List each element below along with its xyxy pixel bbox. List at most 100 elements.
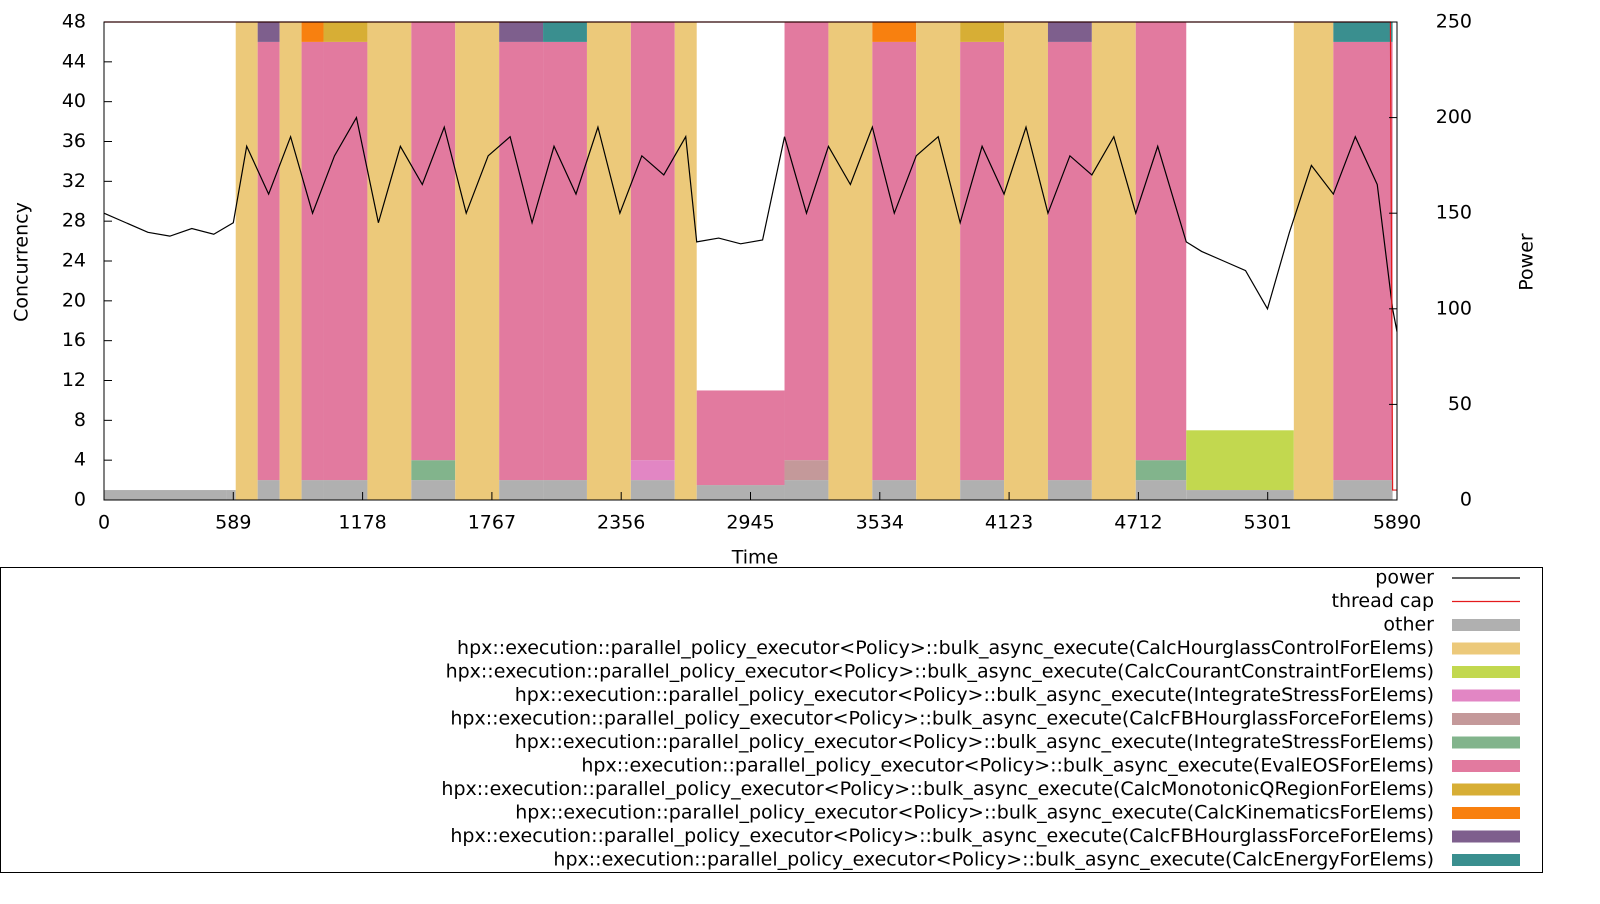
area-segment xyxy=(257,480,280,500)
area-segment xyxy=(1333,480,1393,500)
y-tick-label: 8 xyxy=(74,409,86,431)
area-segment xyxy=(872,22,917,42)
legend-label: power xyxy=(1375,567,1434,589)
legend-label: hpx::execution::parallel_policy_executor… xyxy=(450,708,1434,730)
area-segment xyxy=(1047,22,1092,42)
legend-label: hpx::execution::parallel_policy_executor… xyxy=(450,825,1434,847)
area-segment xyxy=(1293,22,1334,500)
area-segment xyxy=(301,41,324,481)
x-tick-label: 3534 xyxy=(856,512,904,534)
legend-swatch xyxy=(1452,807,1520,819)
area-segment xyxy=(367,22,412,500)
area-segment xyxy=(1004,22,1048,500)
y2-tick-label: 100 xyxy=(1436,297,1472,319)
x-tick-label: 1178 xyxy=(338,512,386,534)
legend-swatch xyxy=(1452,854,1520,866)
y2-tick-label: 200 xyxy=(1436,106,1472,128)
area-segment xyxy=(784,480,829,500)
y-axis-label: Concurrency xyxy=(11,202,33,322)
area-segment xyxy=(784,22,829,461)
area-segment xyxy=(235,22,258,500)
area-segment xyxy=(1135,460,1187,481)
area-segment xyxy=(411,22,456,461)
area-segment xyxy=(872,480,917,500)
legend-swatch xyxy=(1452,830,1520,843)
x-tick-label: 4123 xyxy=(985,512,1033,534)
y-tick-label: 36 xyxy=(62,130,86,152)
area-segment xyxy=(696,485,785,500)
area-segment xyxy=(1091,22,1136,500)
area-segment xyxy=(499,41,544,481)
x-tick-label: 5301 xyxy=(1244,512,1292,534)
area-segment xyxy=(543,480,587,500)
legend-label: hpx::execution::parallel_policy_executor… xyxy=(581,755,1434,777)
y-tick-label: 28 xyxy=(62,210,86,232)
y-tick-label: 24 xyxy=(62,250,86,272)
area-segment xyxy=(630,22,675,461)
y2-tick-label: 0 xyxy=(1460,489,1472,511)
legend-label: hpx::execution::parallel_policy_executor… xyxy=(515,684,1434,706)
x-tick-label: 0 xyxy=(98,512,110,534)
legend-label: hpx::execution::parallel_policy_executor… xyxy=(446,661,1434,683)
area-segment xyxy=(960,41,1005,481)
legend-swatch xyxy=(1452,619,1520,631)
x-tick-label: 2356 xyxy=(597,512,645,534)
x-tick-label: 1767 xyxy=(468,512,516,534)
area-segment xyxy=(1186,430,1294,491)
area-segment xyxy=(226,490,236,500)
area-segment xyxy=(916,22,961,500)
area-segment xyxy=(543,22,587,42)
legend-swatch xyxy=(1452,666,1520,678)
y-tick-label: 20 xyxy=(62,289,86,311)
area-segment xyxy=(1333,22,1393,42)
y-tick-label: 12 xyxy=(62,369,86,391)
area-segment xyxy=(630,480,675,500)
area-segment xyxy=(696,390,785,486)
area-segment xyxy=(960,22,1005,42)
area-segment xyxy=(499,22,544,42)
y-tick-label: 0 xyxy=(74,489,86,511)
area-segment xyxy=(301,22,324,42)
x-tick-label: 5890 xyxy=(1373,512,1421,534)
legend-label: hpx::execution::parallel_policy_executor… xyxy=(553,849,1434,871)
legend-label: hpx::execution::parallel_policy_executor… xyxy=(515,802,1434,824)
y-tick-label: 16 xyxy=(62,329,86,351)
x-axis-label: Time xyxy=(731,547,779,569)
area-segment xyxy=(411,460,456,481)
y2-axis-label: Power xyxy=(1516,233,1538,291)
area-segment xyxy=(828,22,873,500)
y2-tick-label: 150 xyxy=(1436,202,1472,224)
area-segment xyxy=(323,41,368,481)
area-segment xyxy=(1135,22,1187,461)
area-segment xyxy=(1186,490,1294,500)
area-segment xyxy=(1135,480,1187,500)
area-segment xyxy=(323,480,368,500)
area-segment xyxy=(784,460,829,481)
legend-swatch xyxy=(1452,783,1520,796)
legend-swatch xyxy=(1452,760,1520,772)
legend-label: thread cap xyxy=(1332,590,1434,612)
legend-swatch xyxy=(1452,642,1520,655)
area-segment xyxy=(872,41,917,481)
area-segment xyxy=(1047,41,1092,481)
x-tick-label: 4712 xyxy=(1114,512,1162,534)
legend-swatch xyxy=(1452,689,1520,702)
legend-swatch xyxy=(1452,736,1520,749)
y-tick-label: 40 xyxy=(62,90,86,112)
area-segment xyxy=(586,22,631,500)
legend-label: other xyxy=(1383,614,1434,636)
area-segment xyxy=(455,22,500,500)
legend-label: hpx::execution::parallel_policy_executor… xyxy=(515,731,1434,753)
legend-swatch xyxy=(1452,713,1520,725)
area-segment xyxy=(411,480,456,500)
y2-tick-label: 50 xyxy=(1448,393,1472,415)
area-segment xyxy=(499,480,544,500)
x-tick-label: 2945 xyxy=(726,512,774,534)
y-tick-label: 44 xyxy=(62,50,86,72)
area-segment xyxy=(630,460,675,481)
area-segment xyxy=(323,22,368,42)
y-tick-label: 32 xyxy=(62,170,86,192)
area-segment xyxy=(674,22,697,500)
legend-label: hpx::execution::parallel_policy_executor… xyxy=(457,637,1434,659)
